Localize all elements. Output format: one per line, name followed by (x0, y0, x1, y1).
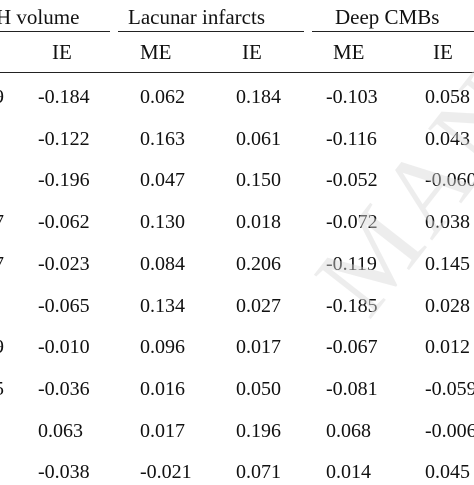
subheader-ie-2: IE (242, 40, 262, 64)
table-cell: 0.017 (140, 420, 185, 442)
table-cell: -0.023 (38, 253, 90, 275)
table-cell: 0.012 (425, 336, 470, 358)
table-cell: -0.072 (326, 211, 378, 233)
row-edge-mark: 7 (0, 209, 4, 235)
table-cell: 0.184 (236, 86, 281, 108)
table-cell: -0.052 (326, 169, 378, 191)
table-cell: 0.062 (140, 86, 185, 108)
table-cell: -0.122 (38, 128, 90, 150)
table-cell: 0.061 (236, 128, 281, 150)
group-rule-deep-cmbs (312, 31, 474, 32)
group-header-h-volume: H volume (0, 5, 80, 29)
table-cell: 0.150 (236, 169, 281, 191)
table-cell: 0.028 (425, 295, 470, 317)
row-edge-mark: 5 (0, 376, 4, 402)
table-cell: -0.006 (425, 420, 474, 442)
table-cell: 0.130 (140, 211, 185, 233)
group-rule-h-volume (0, 31, 110, 32)
table-cell: 0.068 (326, 420, 371, 442)
table-cell: 0.047 (140, 169, 185, 191)
table-cell: 0.018 (236, 211, 281, 233)
table-cell: 0.163 (140, 128, 185, 150)
table-cell: 0.045 (425, 461, 470, 483)
row-edge-mark: 9 (0, 334, 4, 360)
table-cell: 0.038 (425, 211, 470, 233)
subheader-me-1: ME (140, 40, 172, 64)
table-cell: -0.010 (38, 336, 90, 358)
group-header-lacunar-infarcts: Lacunar infarcts (128, 5, 266, 29)
table-cell: -0.021 (140, 461, 192, 483)
table-cell: -0.184 (38, 86, 90, 108)
table-cell: 0.014 (326, 461, 371, 483)
table-cell: 0.043 (425, 128, 470, 150)
table-cell: 0.050 (236, 378, 281, 400)
table-cell: -0.119 (326, 253, 377, 275)
table-cell: -0.185 (326, 295, 378, 317)
table-cell: 0.016 (140, 378, 185, 400)
table-cell: -0.081 (326, 378, 378, 400)
table-cell: 0.058 (425, 86, 470, 108)
subheader-ie-3: IE (433, 40, 453, 64)
table-cell: 0.017 (236, 336, 281, 358)
table-cell: 0.071 (236, 461, 281, 483)
table-cell: -0.196 (38, 169, 90, 191)
subheader-me-2: ME (333, 40, 365, 64)
table-cell: -0.067 (326, 336, 378, 358)
table-cell: -0.103 (326, 86, 378, 108)
table-cell: -0.059 (425, 378, 474, 400)
header-rule (0, 72, 474, 73)
table-cell: -0.062 (38, 211, 90, 233)
table-cell: -0.060 (425, 169, 474, 191)
table-cell: 0.134 (140, 295, 185, 317)
table-cell: 0.206 (236, 253, 281, 275)
table-cell: 0.063 (38, 420, 83, 442)
subheader-ie-1: IE (52, 40, 72, 64)
row-edge-mark: 9 (0, 84, 4, 110)
group-header-deep-cmbs: Deep CMBs (335, 5, 440, 29)
table-cell: -0.116 (326, 128, 377, 150)
table-cell: 0.096 (140, 336, 185, 358)
table-cell: -0.065 (38, 295, 90, 317)
table-cell: -0.036 (38, 378, 90, 400)
table-cell: 0.084 (140, 253, 185, 275)
table-cell: 0.027 (236, 295, 281, 317)
row-edge-mark: 7 (0, 251, 4, 277)
table-cell: 0.145 (425, 253, 470, 275)
table-cell: 0.196 (236, 420, 281, 442)
table-cell: -0.038 (38, 461, 90, 483)
group-rule-lacunar (118, 31, 304, 32)
